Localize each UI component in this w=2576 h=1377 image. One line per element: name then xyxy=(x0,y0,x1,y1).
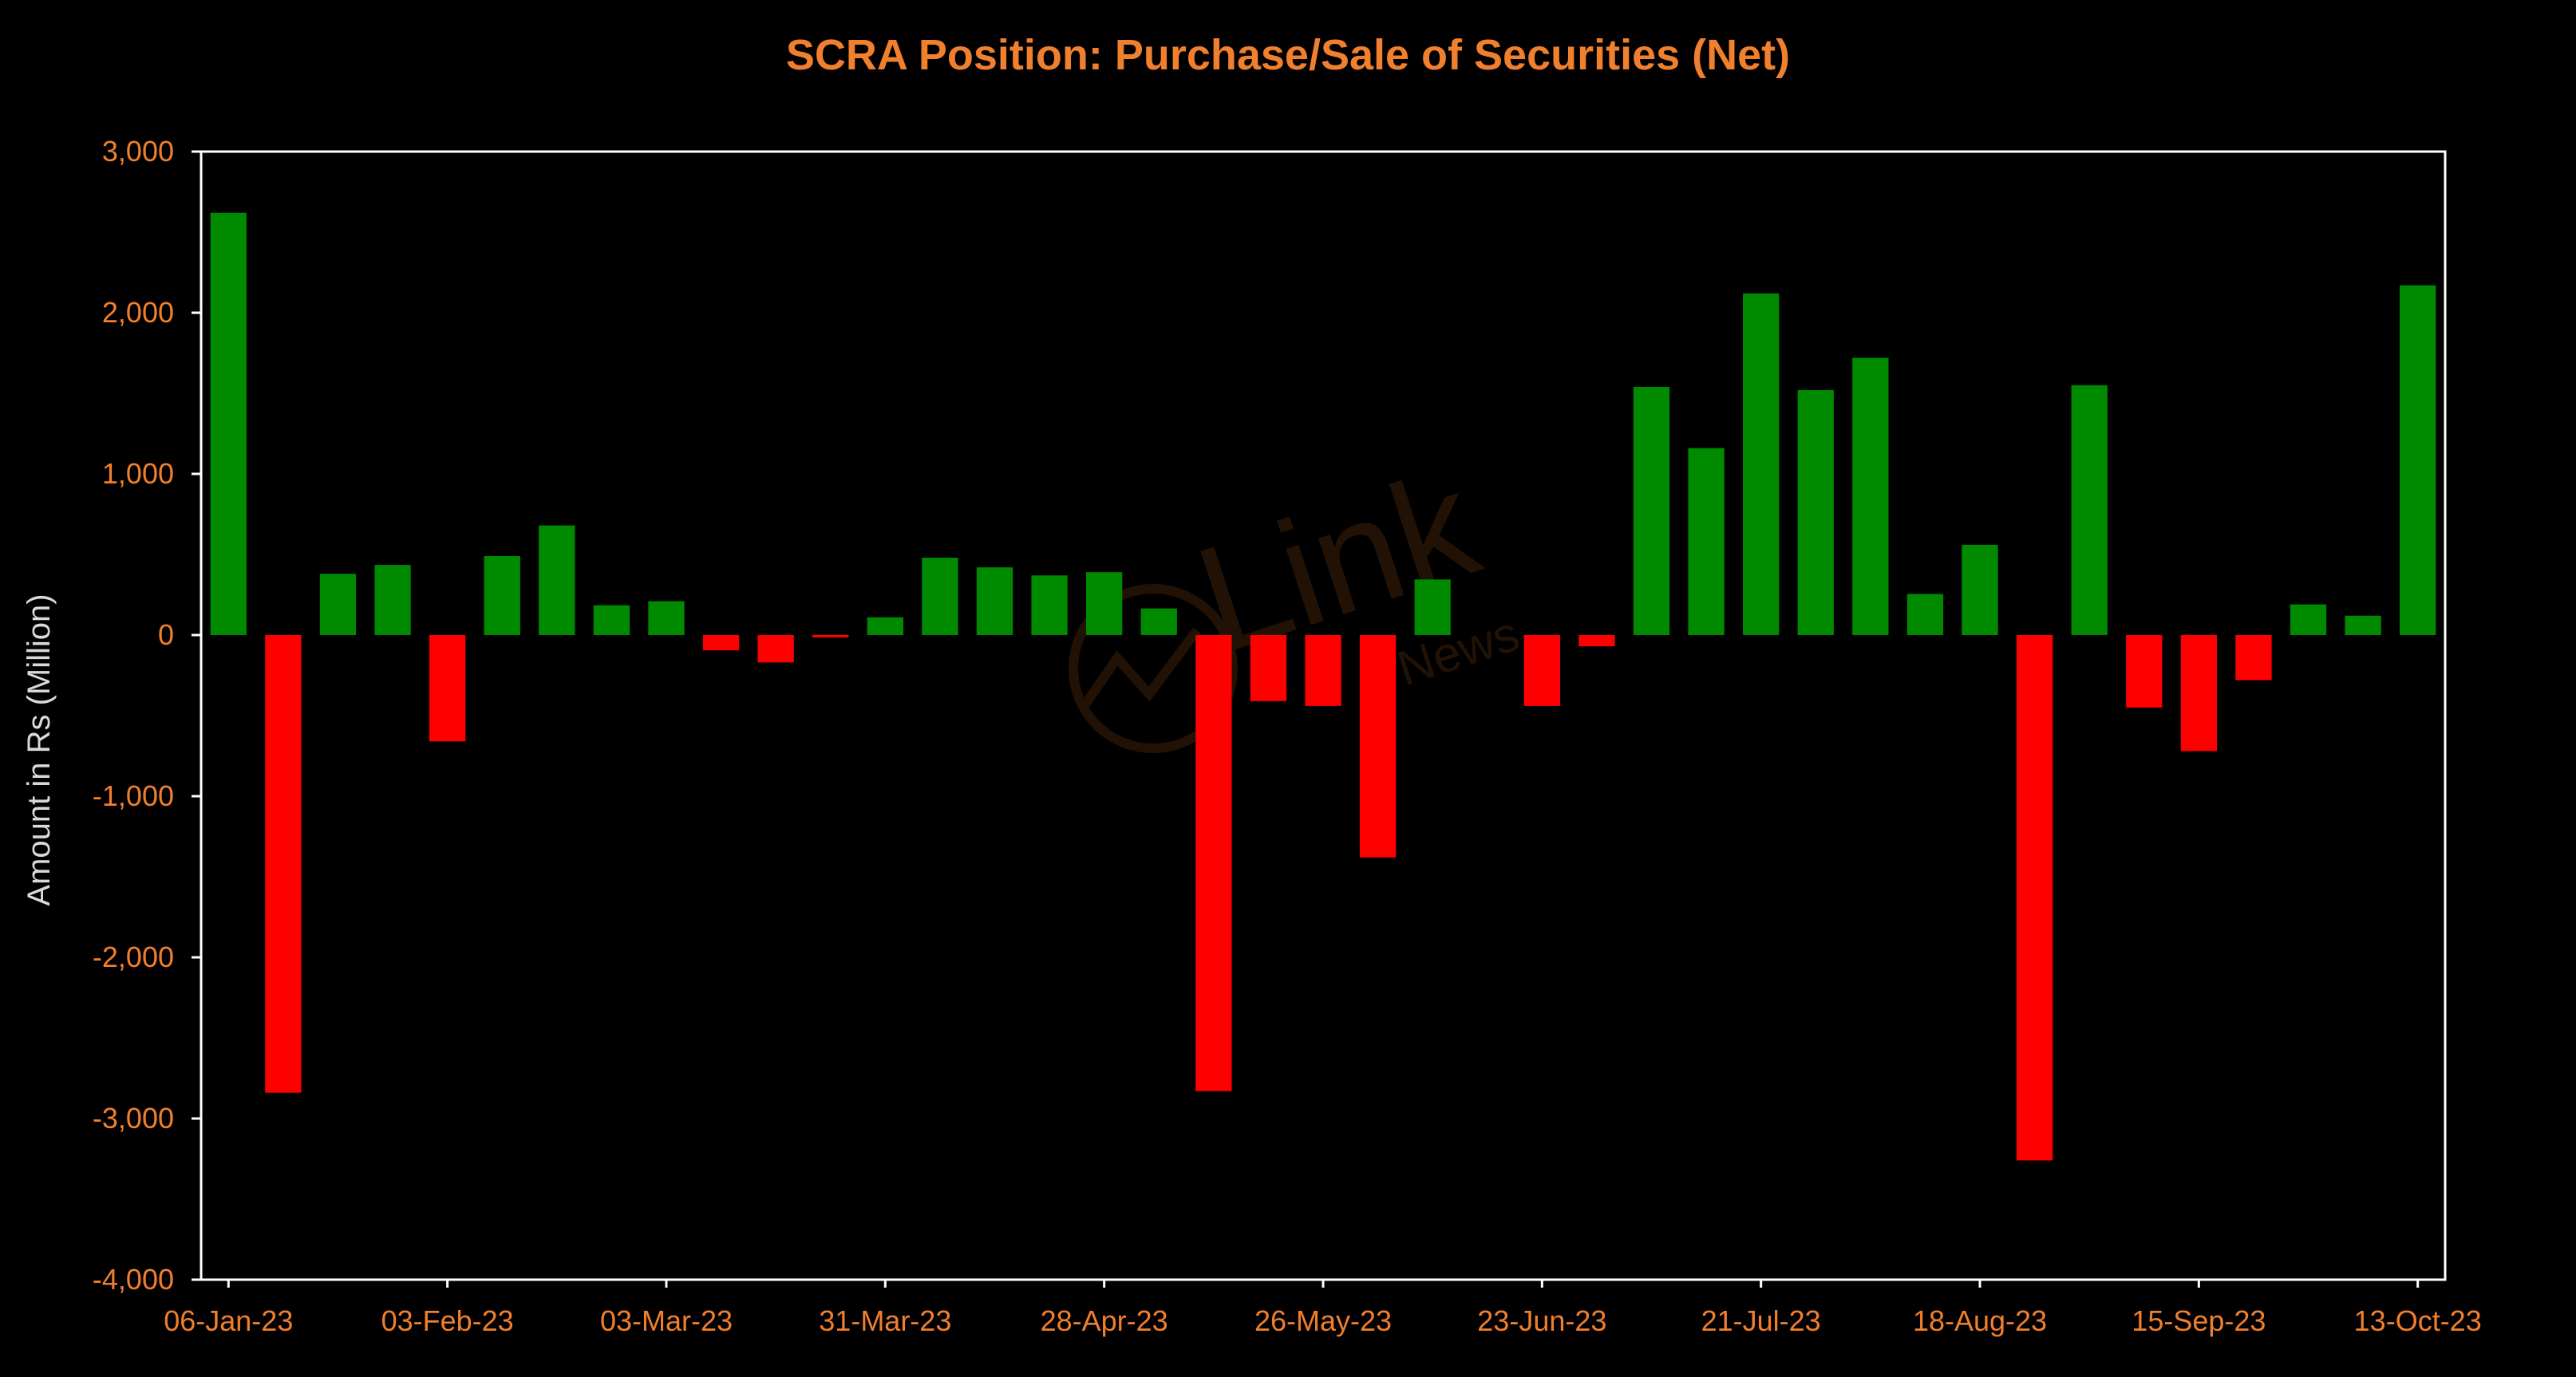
plot-area-border xyxy=(200,150,2447,1281)
y-tick-label: -3,000 xyxy=(93,1102,174,1134)
bar-02-Jun-23 xyxy=(1359,635,1397,858)
bar-27-Jan-23 xyxy=(374,565,411,635)
bar-10-Feb-23 xyxy=(484,556,520,635)
chart-title: SCRA Position: Purchase/Sale of Securiti… xyxy=(785,31,1791,79)
x-tick-label: 31-Mar-23 xyxy=(819,1304,951,1337)
x-tick-label: 21-Jul-23 xyxy=(1701,1304,1821,1337)
bar-30-Jun-23 xyxy=(1578,635,1615,647)
bar-06-Jan-23 xyxy=(210,212,247,635)
x-axis-ticks: 06-Jan-23 03-Feb-23 03-Mar-23 31-Mar-23 28-A… xyxy=(164,1280,2482,1337)
bar-10-Mar-23 xyxy=(702,635,740,651)
bar-01-Sep-23 xyxy=(2071,385,2108,635)
y-axis-title: Amount in Rs (Million) xyxy=(22,594,57,906)
bar-28-Jul-23 xyxy=(1797,389,1834,635)
y-tick-label: -1,000 xyxy=(93,779,174,812)
bar-14-Apr-23 xyxy=(976,567,1013,635)
bars-group xyxy=(210,212,2436,1161)
bar-17-Feb-23 xyxy=(539,525,575,635)
bar-23-Jun-23 xyxy=(1523,635,1560,706)
x-tick-label: 26-May-23 xyxy=(1254,1304,1392,1337)
y-axis-ticks: 3,000 2,000 1,000 0 -1,000 -2,000 -3,000 -4,000 xyxy=(93,135,201,1296)
bar-25-Aug-23 xyxy=(2016,635,2053,1161)
y-tick-label: 0 xyxy=(158,618,174,651)
bar-19-May-23 xyxy=(1250,635,1287,701)
bar-03-Feb-23 xyxy=(429,635,466,742)
bar-24-Feb-23 xyxy=(593,605,630,635)
y-tick-label: 2,000 xyxy=(102,296,174,329)
x-tick-label: 13-Oct-23 xyxy=(2354,1304,2482,1337)
x-tick-label: 06-Jan-23 xyxy=(164,1304,293,1337)
bar-15-Sep-23 xyxy=(2180,635,2217,752)
bar-20-Jan-23 xyxy=(319,574,357,635)
bar-28-Apr-23 xyxy=(1086,572,1123,635)
bar-09-Jun-23 xyxy=(1414,579,1451,635)
bar-08-Sep-23 xyxy=(2126,635,2163,708)
bar-12-May-23 xyxy=(1195,635,1232,1091)
bar-24-Mar-23 xyxy=(812,635,849,638)
y-tick-label: -4,000 xyxy=(93,1263,174,1296)
bar-13-Oct-23 xyxy=(2400,285,2436,635)
x-tick-label: 28-Apr-23 xyxy=(1041,1304,1168,1337)
x-tick-label: 03-Feb-23 xyxy=(381,1304,514,1337)
bar-07-Apr-23 xyxy=(922,558,958,635)
bar-29-Sep-23 xyxy=(2290,604,2327,635)
bar-26-May-23 xyxy=(1305,635,1341,706)
bar-11-Aug-23 xyxy=(1906,594,1944,635)
bar-31-Mar-23 xyxy=(867,617,903,635)
bar-13-Jan-23 xyxy=(265,635,302,1093)
x-tick-label: 15-Sep-23 xyxy=(2132,1304,2266,1337)
bar-14-Jul-23 xyxy=(1688,448,1725,635)
bar-04-Aug-23 xyxy=(1852,357,1889,635)
x-tick-label: 18-Aug-23 xyxy=(1913,1304,2047,1337)
y-tick-label: 1,000 xyxy=(102,457,174,490)
x-tick-label: 03-Mar-23 xyxy=(600,1304,733,1337)
y-tick-label: 3,000 xyxy=(102,135,174,168)
bar-05-May-23 xyxy=(1140,608,1177,635)
bar-21-Jul-23 xyxy=(1743,293,1780,635)
bar-18-Aug-23 xyxy=(1962,544,1998,635)
bar-06-Oct-23 xyxy=(2345,615,2381,635)
y-tick-label: -2,000 xyxy=(93,941,174,973)
bar-17-Mar-23 xyxy=(757,635,794,663)
bar-22-Sep-23 xyxy=(2235,635,2272,681)
bar-03-Mar-23 xyxy=(648,601,685,635)
bar-07-Jul-23 xyxy=(1633,386,1670,635)
x-tick-label: 23-Jun-23 xyxy=(1477,1304,1606,1337)
bar-21-Apr-23 xyxy=(1031,575,1068,635)
watermark-logo: Link News xyxy=(1069,438,1526,753)
